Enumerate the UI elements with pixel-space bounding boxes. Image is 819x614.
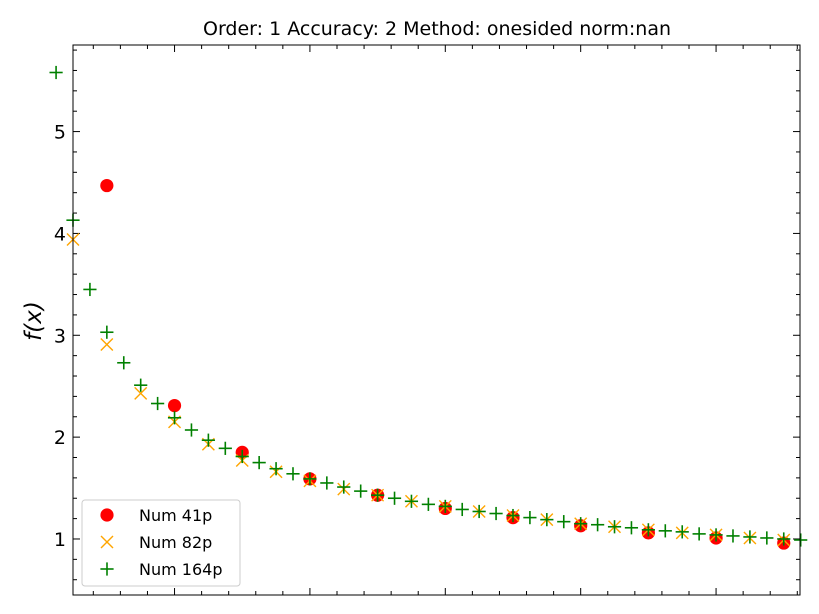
y-tick-label: 3 [54,325,66,347]
data-point [540,513,554,527]
data-point [438,499,452,513]
y-tick-label: 4 [54,223,66,245]
y-axis-label: f(x) [21,301,47,341]
legend-entry-label: Num 82p [139,533,212,552]
y-tick-label: 5 [54,122,66,144]
data-point [675,525,689,539]
data-point [777,532,791,546]
data-point [743,530,757,544]
series-1 [100,178,791,550]
data-point [591,518,605,532]
axis-ticks: 1 2 3 4 5 [54,45,800,595]
data-point [83,282,97,297]
legend-marker [100,535,114,549]
legend-marker [100,562,114,576]
legend-entry-label: Num 41p [139,506,212,525]
data-point [692,527,706,541]
data-point [184,423,199,437]
data-point [134,378,148,392]
data-point [624,521,639,535]
data-point [557,515,571,529]
y-tick-label: 1 [54,529,66,551]
data-point [760,531,774,545]
data-point [167,398,182,413]
data-point [151,396,165,411]
data-point [726,529,740,543]
data-point [286,467,300,481]
series-3 [49,65,808,547]
data-point [371,488,385,502]
data-point [100,325,114,339]
data-point [574,517,588,531]
data-point [100,337,114,351]
data-point [455,502,469,517]
data-point [641,523,655,537]
data-point [337,480,351,494]
legend: Num 41p Num 82p Num 164p [81,499,241,587]
data-point [218,441,232,455]
legend-box [81,499,241,587]
legend-marker [100,508,114,522]
data-point [303,472,317,486]
data-point [709,528,723,542]
data-point [134,386,148,400]
data-point [404,494,419,508]
data-point [794,533,808,547]
data-point [472,504,486,519]
data-point [387,491,402,505]
data-point [523,510,537,525]
plot-area-frame [72,44,801,596]
data-point [489,506,503,521]
data-point [252,455,266,470]
data-marks [49,65,808,550]
data-point [421,497,435,511]
data-point [354,484,368,498]
data-point [658,524,672,538]
data-point [100,178,114,193]
chart-title: Order: 1 Accuracy: 2 Method: onesided no… [203,18,671,40]
data-point [269,462,283,476]
data-point [506,508,520,523]
data-point [167,411,182,425]
legend-entry-label: Num 164p [139,560,222,579]
y-tick-label: 2 [54,427,66,449]
data-point [607,520,622,534]
data-point [320,476,334,490]
data-point [49,65,63,80]
data-point [235,449,249,464]
data-point [117,356,131,370]
data-point [201,433,215,447]
